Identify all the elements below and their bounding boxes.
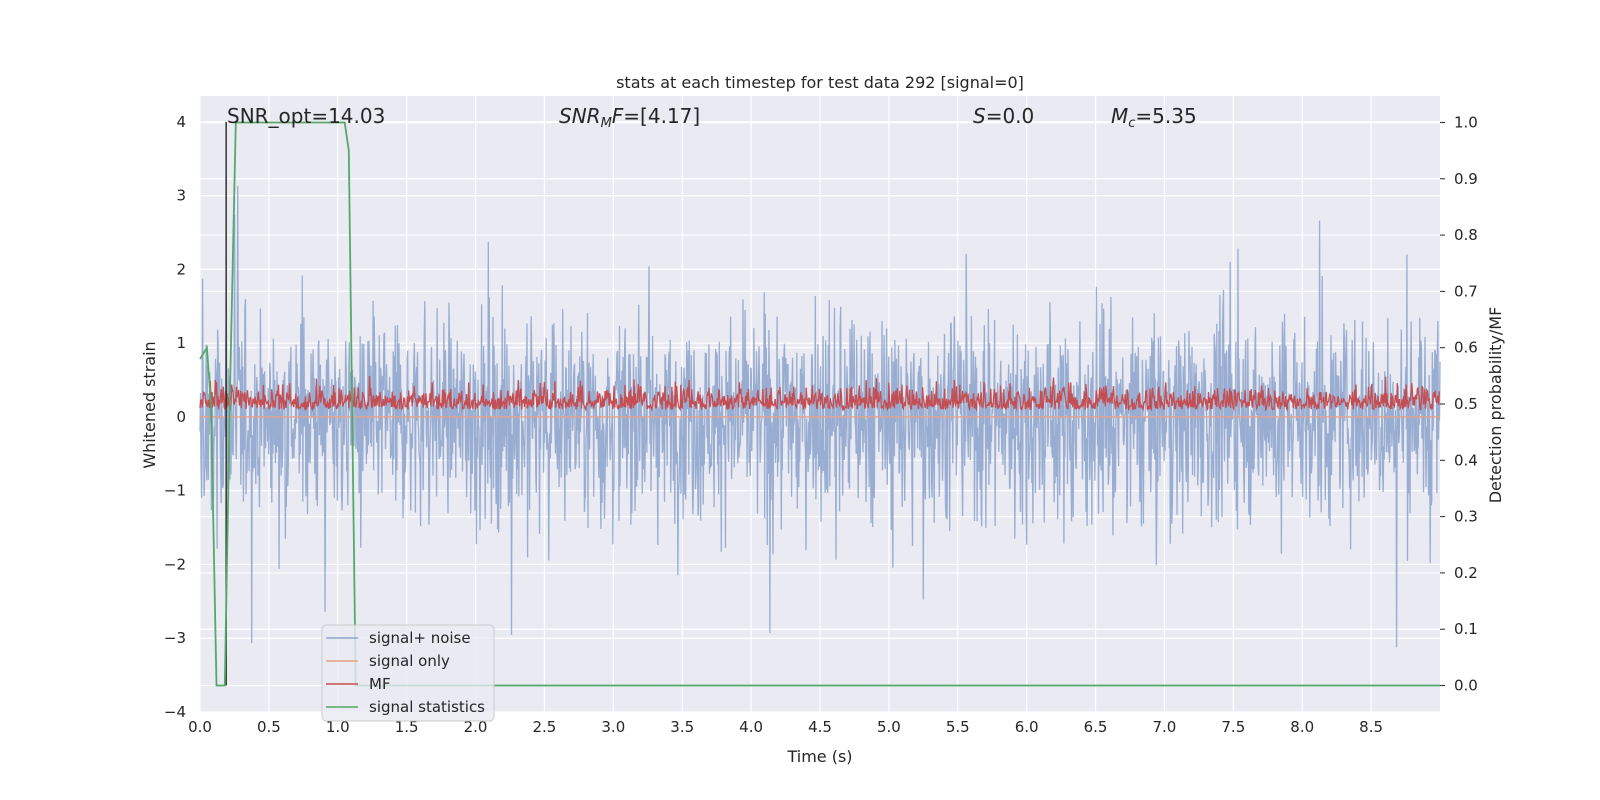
y-tick-label: 3 bbox=[176, 187, 186, 205]
chart-title: stats at each timestep for test data 292… bbox=[616, 73, 1024, 92]
y-tick-label: −1 bbox=[164, 482, 186, 500]
mc-annotation: Mc=5.35 bbox=[1111, 104, 1197, 131]
x-tick-label: 3.0 bbox=[601, 718, 625, 736]
x-tick-label: 4.0 bbox=[739, 718, 763, 736]
y2-tick-label: 0.4 bbox=[1454, 451, 1478, 469]
x-tick-label: 3.5 bbox=[670, 718, 694, 736]
y2-tick-label: 0.8 bbox=[1454, 226, 1478, 244]
y2-axis-label: Detection probability/MF bbox=[1486, 307, 1505, 504]
x-axis-label: Time (s) bbox=[786, 747, 852, 766]
y-tick-label: −4 bbox=[164, 703, 186, 721]
snr-mf-annotation: SNRMF=[4.17] bbox=[559, 104, 700, 131]
x-tick-label: 0.5 bbox=[257, 718, 281, 736]
y2-tick-label: 0.2 bbox=[1454, 564, 1478, 582]
snr-opt-annotation: SNR_opt=14.03 bbox=[227, 104, 385, 128]
legend: signal+ noise signal only MF signal stat… bbox=[321, 624, 495, 722]
y2-tick-label: 0.5 bbox=[1454, 395, 1478, 413]
y-tick-label: −2 bbox=[164, 555, 186, 573]
mf-line bbox=[199, 376, 1441, 413]
legend-label-mf: MF bbox=[369, 675, 391, 693]
x-tick-label: 1.0 bbox=[326, 718, 350, 736]
mf-series bbox=[199, 376, 1441, 413]
x-tick-label: 1.5 bbox=[395, 718, 419, 736]
legend-label-stats: signal statistics bbox=[369, 698, 485, 716]
x-tick-label: 4.5 bbox=[808, 718, 832, 736]
x-tick-label: 5.0 bbox=[877, 718, 901, 736]
x-tick-label: 0.0 bbox=[188, 718, 212, 736]
tick-labels: 0.0 0.5 1.0 1.5 2.0 2.5 3.0 3.5 4.0 4.5 5.0 5.5 6.0 6… bbox=[164, 113, 1478, 736]
x-tick-label: 2.5 bbox=[533, 718, 557, 736]
y2-tick-label: 1.0 bbox=[1454, 113, 1478, 131]
x-tick-label: 7.5 bbox=[1221, 718, 1245, 736]
y2-tick-label: 0.7 bbox=[1454, 282, 1478, 300]
x-tick-label: 2.0 bbox=[464, 718, 488, 736]
legend-label-signal-only: signal only bbox=[369, 652, 450, 670]
y-axis-label: Whitened strain bbox=[140, 341, 159, 468]
y2-tick-label: 0.0 bbox=[1454, 677, 1478, 695]
y2-tick-label: 0.9 bbox=[1454, 170, 1478, 188]
legend-frame bbox=[321, 624, 495, 722]
x-tick-label: 5.5 bbox=[946, 718, 970, 736]
y-tick-label: 2 bbox=[176, 260, 186, 278]
x-tick-label: 6.0 bbox=[1015, 718, 1039, 736]
y2-tick-label: 0.6 bbox=[1454, 339, 1478, 357]
x-tick-label: 7.0 bbox=[1153, 718, 1177, 736]
y-tick-label: 4 bbox=[176, 113, 186, 131]
x-tick-label: 8.0 bbox=[1290, 718, 1314, 736]
x-tick-label: 8.5 bbox=[1359, 718, 1383, 736]
s-annotation: S=0.0 bbox=[973, 104, 1034, 128]
y-tick-label: 1 bbox=[176, 334, 186, 352]
y-tick-label: −3 bbox=[164, 629, 186, 647]
x-tick-label: 6.5 bbox=[1084, 718, 1108, 736]
y2-tick-label: 0.3 bbox=[1454, 508, 1478, 526]
y-tick-label: 0 bbox=[176, 408, 186, 426]
legend-label-noise: signal+ noise bbox=[369, 629, 471, 647]
y2-tick-label: 0.1 bbox=[1454, 620, 1478, 638]
